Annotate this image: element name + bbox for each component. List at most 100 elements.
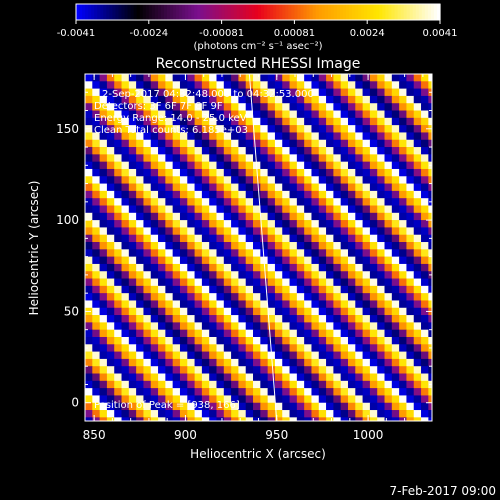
heatmap-cell [99,300,108,309]
heatmap-cell [274,307,283,316]
heatmap-cell [333,249,341,257]
heatmap-cell [201,249,210,257]
heatmap-cell [194,212,203,221]
heatmap-cell [201,395,210,404]
heatmap-cell [136,358,144,367]
heatmap-cell [274,336,283,345]
heatmap-cell [158,242,166,250]
heatmap-cell [289,410,298,418]
heatmap-cell [362,74,371,82]
x-tick-label: 850 [83,428,106,442]
heatmap-cell [289,227,298,236]
heatmap-cell [289,307,298,316]
heatmap-cell [340,139,349,148]
heatmap-cell [172,285,181,294]
heatmap-cell [238,103,247,111]
heatmap-cell [384,139,393,148]
heatmap-cell [326,329,334,338]
heatmap-cell [318,256,327,265]
heatmap-cell [260,161,268,170]
heatmap-cell [289,256,298,265]
heatmap-cell [106,278,115,287]
heatmap-cell [282,307,290,316]
heatmap-cell [165,395,173,404]
heatmap-cell [179,95,188,104]
heatmap-cell [282,198,290,206]
heatmap-cell [92,329,100,338]
heatmap-cell [128,263,137,272]
heatmap-cell [85,358,93,367]
heatmap-cell [128,183,137,192]
heatmap-cell [413,198,422,206]
heatmap-cell [106,212,115,221]
heatmap-cell [165,81,173,89]
heatmap-cell [92,315,100,323]
heatmap-cell [150,88,159,97]
heatmap-cell [399,329,407,338]
colorbar-segment [82,4,86,20]
heatmap-cell [172,220,181,228]
heatmap-cell [106,125,115,133]
heatmap-cell [347,249,356,257]
heatmap-cell [253,271,261,279]
heatmap-cell [194,417,203,421]
heatmap-cell [216,198,225,206]
heatmap-cell [274,322,283,330]
heatmap-cell [289,176,298,184]
heatmap-cell [114,154,122,162]
heatmap-cell [143,315,152,323]
heatmap-cell [289,242,298,250]
heatmap-cell [377,366,385,374]
heatmap-cell [333,402,341,411]
colorbar-segment [285,4,289,20]
heatmap-cell [128,125,137,133]
heatmap-cell [150,249,159,257]
heatmap-cell [289,205,298,214]
colorbar-segment [227,4,232,20]
heatmap-cell [121,395,130,404]
heatmap-cell [347,205,356,214]
heatmap-cell [413,74,422,82]
heatmap-cell [384,366,393,374]
heatmap-cell [136,373,144,382]
heatmap-cell [245,395,254,404]
heatmap-cell [150,410,159,418]
heatmap-cell [128,95,137,104]
heatmap-cell [114,147,122,155]
heatmap-cell [333,329,341,338]
heatmap-cell [121,212,130,221]
heatmap-cell [282,278,290,287]
heatmap-cell [399,307,407,316]
heatmap-cell [231,358,239,367]
heatmap-cell [399,95,407,104]
heatmap-cell [362,132,371,141]
heatmap-cell [99,212,108,221]
heatmap-cell [187,329,195,338]
heatmap-cell [369,168,378,177]
heatmap-cell [369,88,378,97]
heatmap-cell [399,300,407,309]
heatmap-cell [150,271,159,279]
heatmap-cell [406,263,415,272]
heatmap-cell [150,256,159,265]
heatmap-cell [296,322,305,330]
heatmap-cell [165,417,173,421]
heatmap-cell [99,234,108,243]
heatmap-cell [223,132,232,141]
heatmap-cell [92,132,100,141]
heatmap-cell [267,227,276,236]
heatmap-cell [209,263,217,272]
annotation-energy: Energy Range: 14.0 - 25.0 keV [94,113,247,124]
heatmap-cell [326,344,334,352]
heatmap-cell [85,227,93,236]
heatmap-cell [260,176,268,184]
heatmap-cell [143,300,152,309]
heatmap-cell [85,300,93,309]
heatmap-cell [260,344,268,352]
colorbar-segment [430,4,435,20]
heatmap-cell [172,380,181,389]
heatmap-cell [340,227,349,236]
heatmap-cell [384,161,393,170]
heatmap-cell [150,285,159,294]
